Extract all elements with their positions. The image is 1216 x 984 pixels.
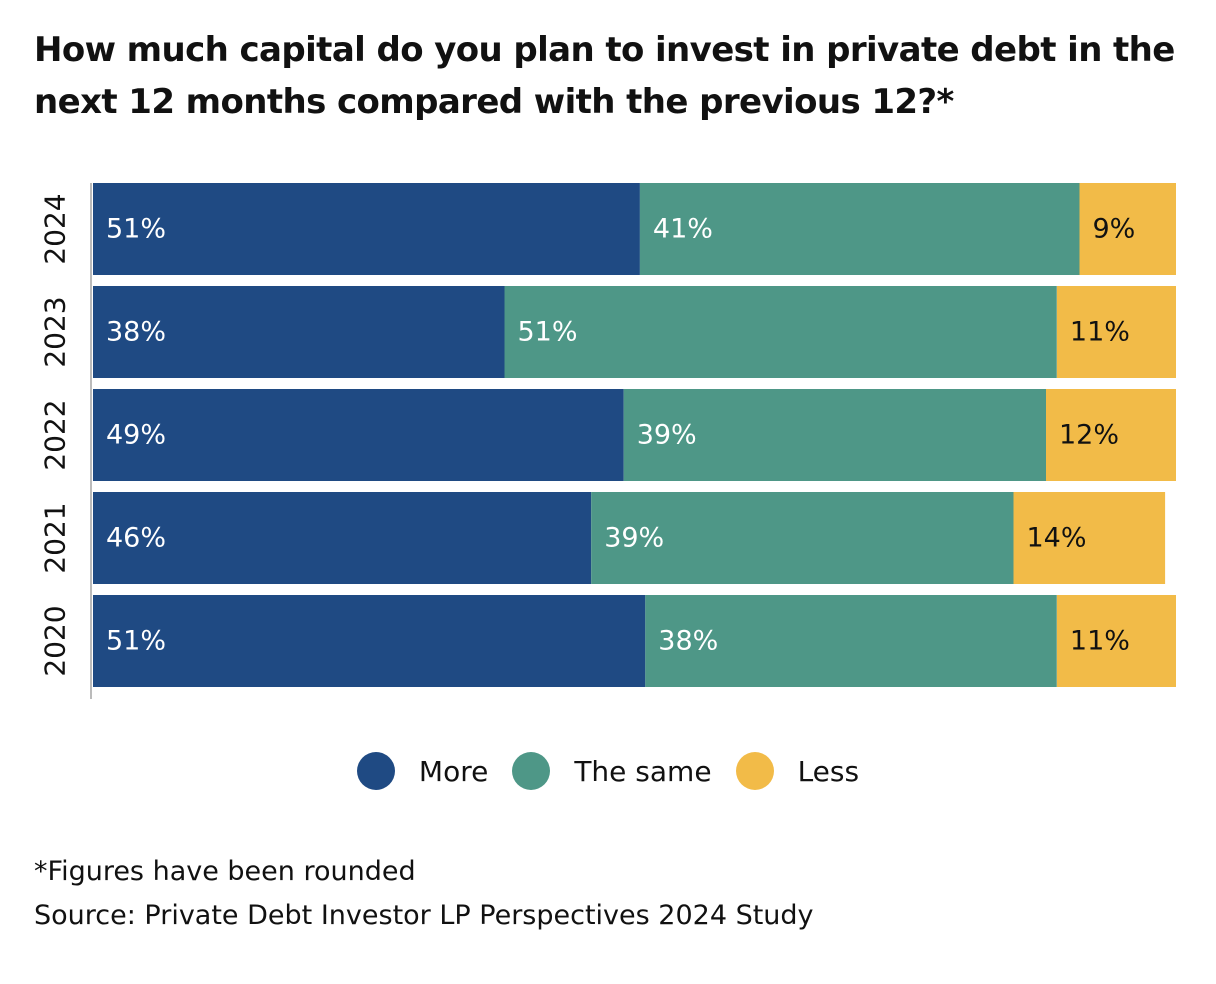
bar-segment-2023-more — [93, 286, 505, 378]
value-label-2021-the-same: 39% — [604, 523, 664, 554]
category-label-2022: 2022 — [39, 399, 72, 470]
value-label-2021-more: 46% — [106, 523, 166, 554]
value-label-2020-more: 51% — [106, 626, 166, 657]
legend-label-more: More — [418, 754, 489, 788]
legend-label-less: Less — [797, 754, 860, 788]
value-label-2023-more: 38% — [106, 317, 166, 348]
bar-segment-2021-more — [93, 492, 592, 584]
value-label-2022-less: 12% — [1059, 420, 1119, 451]
bar-segment-2022-more — [93, 389, 624, 481]
bar-segment-2023-less — [1056, 286, 1176, 378]
value-label-2024-more: 51% — [106, 214, 166, 245]
bar-segment-2024-more — [93, 183, 640, 275]
stacked-bar-chart: 51% 41% 9% 2024 38% 51% 11% 2023 49% 39% 12% 2022 46… — [39, 183, 1176, 699]
source-note: Source: Private Debt Investor LP Perspec… — [34, 900, 814, 931]
value-label-2020-the-same: 38% — [658, 626, 718, 657]
value-label-2024-the-same: 41% — [653, 214, 713, 245]
value-label-2024-less: 9% — [1093, 214, 1136, 245]
legend-label-same: The same — [574, 754, 712, 788]
value-label-2022-more: 49% — [106, 420, 166, 451]
legend-item-same: The same — [512, 752, 712, 790]
category-label-2021: 2021 — [39, 502, 72, 573]
bar-segment-2021-the-same — [591, 492, 1014, 584]
footnotes: *Figures have been rounded Source: Priva… — [34, 850, 814, 938]
bar-segment-2020-the-same — [645, 595, 1057, 687]
legend-swatch-more — [356, 752, 395, 790]
bar-segment-2022-the-same — [623, 389, 1047, 481]
bar-segment-2020-less — [1056, 595, 1176, 687]
legend-item-less: Less — [735, 752, 860, 790]
category-label-2024: 2024 — [39, 193, 72, 264]
bar-segment-2020-more — [93, 595, 646, 687]
bar-segment-2021-less — [1013, 492, 1166, 584]
legend-swatch-same — [512, 752, 551, 790]
value-label-2021-less: 14% — [1027, 523, 1087, 554]
bar-segment-2024-the-same — [639, 183, 1080, 275]
value-label-2020-less: 11% — [1070, 626, 1130, 657]
category-label-2023: 2023 — [39, 296, 72, 367]
chart-title: How much capital do you plan to invest i… — [34, 30, 1175, 122]
category-label-2020: 2020 — [39, 605, 72, 676]
legend-item-more: More — [356, 752, 489, 790]
value-label-2023-the-same: 51% — [518, 317, 578, 348]
bar-segment-2022-less — [1046, 389, 1176, 481]
rounding-note: *Figures have been rounded — [34, 856, 416, 887]
legend-swatch-less — [735, 752, 774, 790]
value-label-2023-less: 11% — [1070, 317, 1130, 348]
bar-segment-2023-the-same — [504, 286, 1057, 378]
legend: More The same Less — [0, 752, 1216, 790]
bar-segment-2024-less — [1079, 183, 1176, 275]
value-label-2022-the-same: 39% — [637, 420, 697, 451]
